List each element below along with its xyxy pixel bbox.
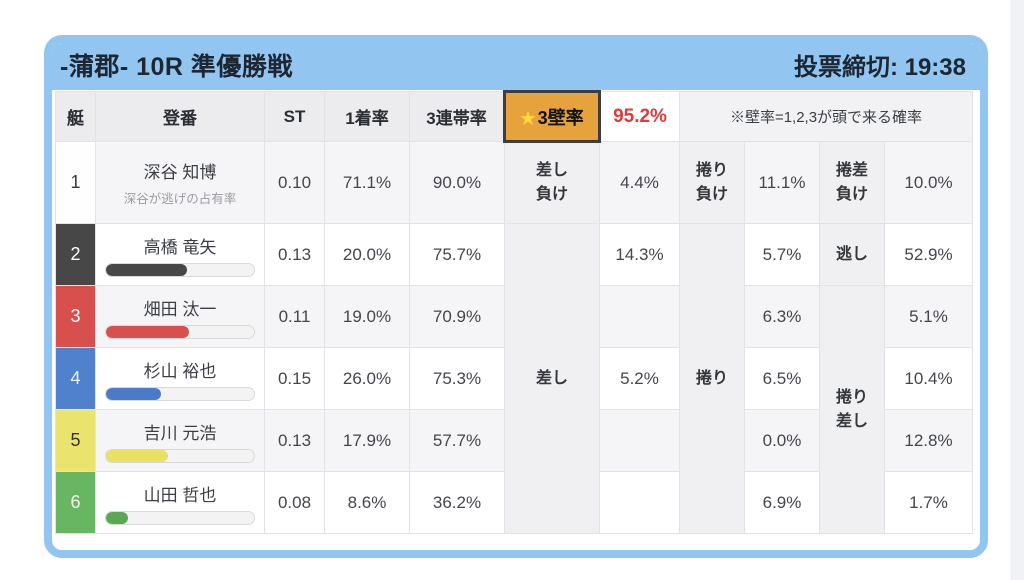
makurizashi-rate: 10.4% <box>884 347 973 410</box>
wall-rate-header[interactable]: ★ 3壁率 <box>503 90 601 143</box>
racer-row: 1 深谷 知博 深谷が逃げの占有率 0.10 71.1% 90.0% 差し 負け… <box>55 141 973 224</box>
boat-number: 1 <box>55 141 96 224</box>
col-header-racer: 登番 <box>95 91 265 142</box>
top3-rate: 75.7% <box>409 223 505 286</box>
nogashi-rate: 52.9% <box>884 223 973 286</box>
tactic-label-makuri: 捲り <box>679 223 745 534</box>
share-bar <box>105 448 255 463</box>
stats-table: 艇 登番 ST 1着率 3連帯率 ★ 3壁率 95.2% ※壁率=1,2,3が頭で… <box>55 90 973 534</box>
top3-rate: 36.2% <box>409 471 505 534</box>
race-panel-body: 艇 登番 ST 1着率 3連帯率 ★ 3壁率 95.2% ※壁率=1,2,3が頭で… <box>52 90 980 550</box>
race-panel: -蒲郡- 10R 準優勝戦 投票締切: 19:38 艇 登番 ST 1着率 3連… <box>44 35 988 558</box>
racer-row: 4 杉山 裕也 0.15 26.0% 75.3% 5.2% 6.5% 10.4% <box>55 347 973 410</box>
racer-row: 6 山田 哲也 0.08 8.6% 36.2% 6.9% 1.7% <box>55 471 973 534</box>
racer-cell: 杉山 裕也 <box>95 347 265 410</box>
makuri-rate: 5.7% <box>744 223 820 286</box>
racer-name: 高橋 竜矢 <box>143 237 217 257</box>
sashi-rate: 5.2% <box>599 347 680 410</box>
tactic-label-sashi: 差し <box>504 223 600 534</box>
share-bar <box>105 324 255 339</box>
tactic-label-makurizashi: 捲り 差し <box>819 285 885 534</box>
race-panel-header: -蒲郡- 10R 準優勝戦 投票締切: 19:38 <box>52 43 980 90</box>
racer-name: 深谷 知博 <box>143 163 217 182</box>
win-rate: 26.0% <box>324 347 410 410</box>
st-value: 0.15 <box>264 347 325 410</box>
racer-row: 2 高橋 竜矢 0.13 20.0% 75.7% 差し 14.3% 捲り 5.7… <box>55 223 973 534</box>
boat-number: 3 <box>55 285 96 348</box>
share-bar-fill <box>106 325 189 338</box>
table-header-row: 艇 登番 ST 1着率 3連帯率 ★ 3壁率 95.2% ※壁率=1,2,3が頭で… <box>55 90 973 143</box>
top3-rate: 57.7% <box>409 409 505 472</box>
makuri-rate: 6.9% <box>744 471 820 534</box>
win-rate: 17.9% <box>324 409 410 472</box>
makuri-rate: 6.5% <box>744 347 820 410</box>
col-header-win-rate: 1着率 <box>324 91 410 142</box>
share-bar <box>105 262 255 277</box>
vote-deadline: 投票締切: 19:38 <box>793 54 966 81</box>
boat-number: 5 <box>55 409 96 472</box>
racer-cell: 吉川 元浩 <box>95 409 265 472</box>
top3-rate: 75.3% <box>409 347 505 410</box>
racer-name: 吉川 元浩 <box>143 423 217 443</box>
makurizashi-rate: 10.0% <box>884 141 973 224</box>
wall-rate-label: 3壁率 <box>537 107 584 128</box>
sashi-rate <box>599 285 680 348</box>
makurizashi-rate: 12.8% <box>884 409 973 472</box>
sashi-rate: 4.4% <box>599 141 680 224</box>
sashi-rate <box>599 409 680 472</box>
racer-cell: 畑田 汰一 <box>95 285 265 348</box>
makurizashi-rate: 1.7% <box>884 471 973 534</box>
makuri-rate: 6.3% <box>744 285 820 348</box>
page-edge-strip <box>1010 0 1024 580</box>
racer-row: 5 吉川 元浩 0.13 17.9% 57.7% 0.0% 12.8% <box>55 409 973 472</box>
col-header-st: ST <box>264 91 325 142</box>
tactic-label-makurizashi-make: 捲差 負け <box>819 141 885 224</box>
boat-number: 4 <box>55 347 96 410</box>
st-value: 0.13 <box>264 409 325 472</box>
makuri-rate: 11.1% <box>744 141 820 224</box>
win-rate: 71.1% <box>324 141 410 224</box>
col-header-top3-rate: 3連帯率 <box>409 91 505 142</box>
racer-row: 3 畑田 汰一 0.11 19.0% 70.9% 6.3% 捲り 差し 5.1% <box>55 285 973 534</box>
col-header-boat: 艇 <box>55 91 96 142</box>
racer-cell: 高橋 竜矢 <box>95 223 265 286</box>
share-bar-fill <box>106 511 129 524</box>
st-value: 0.11 <box>264 285 325 348</box>
share-bar-fill <box>106 449 169 462</box>
racer-cell: 山田 哲也 <box>95 471 265 534</box>
tactic-label-sashi-make: 差し 負け <box>504 141 600 224</box>
win-rate: 19.0% <box>324 285 410 348</box>
race-title: -蒲郡- 10R 準優勝戦 <box>60 52 293 81</box>
st-value: 0.08 <box>264 471 325 534</box>
st-value: 0.10 <box>264 141 325 224</box>
tactic-label-nogashi: 逃し <box>819 223 885 286</box>
share-bar <box>105 386 255 401</box>
share-bar-fill <box>106 387 161 400</box>
boat-number: 2 <box>55 223 96 286</box>
tactic-label-makuri-make: 捲り 負け <box>679 141 745 224</box>
win-rate: 20.0% <box>324 223 410 286</box>
top3-rate: 90.0% <box>409 141 505 224</box>
racer-name: 畑田 汰一 <box>143 299 217 319</box>
win-rate: 8.6% <box>324 471 410 534</box>
boat-number: 6 <box>55 471 96 534</box>
sashi-rate <box>599 471 680 534</box>
racer-name: 杉山 裕也 <box>143 361 217 381</box>
sashi-rate: 14.3% <box>599 223 680 286</box>
makuri-rate: 0.0% <box>744 409 820 472</box>
racer-cell: 深谷 知博 深谷が逃げの占有率 <box>95 141 265 224</box>
share-bar <box>105 510 255 525</box>
st-value: 0.13 <box>264 223 325 286</box>
wall-rate-note: ※壁率=1,2,3が頭で来る確率 <box>679 91 973 142</box>
share-bar-fill <box>106 263 188 276</box>
racer-name: 山田 哲也 <box>143 485 217 505</box>
top3-rate: 70.9% <box>409 285 505 348</box>
wall-rate-value: 95.2% <box>599 91 680 142</box>
makurizashi-rate: 5.1% <box>884 285 973 348</box>
escape-share-caption: 深谷が逃げの占有率 <box>123 192 237 206</box>
star-icon: ★ <box>520 108 536 128</box>
